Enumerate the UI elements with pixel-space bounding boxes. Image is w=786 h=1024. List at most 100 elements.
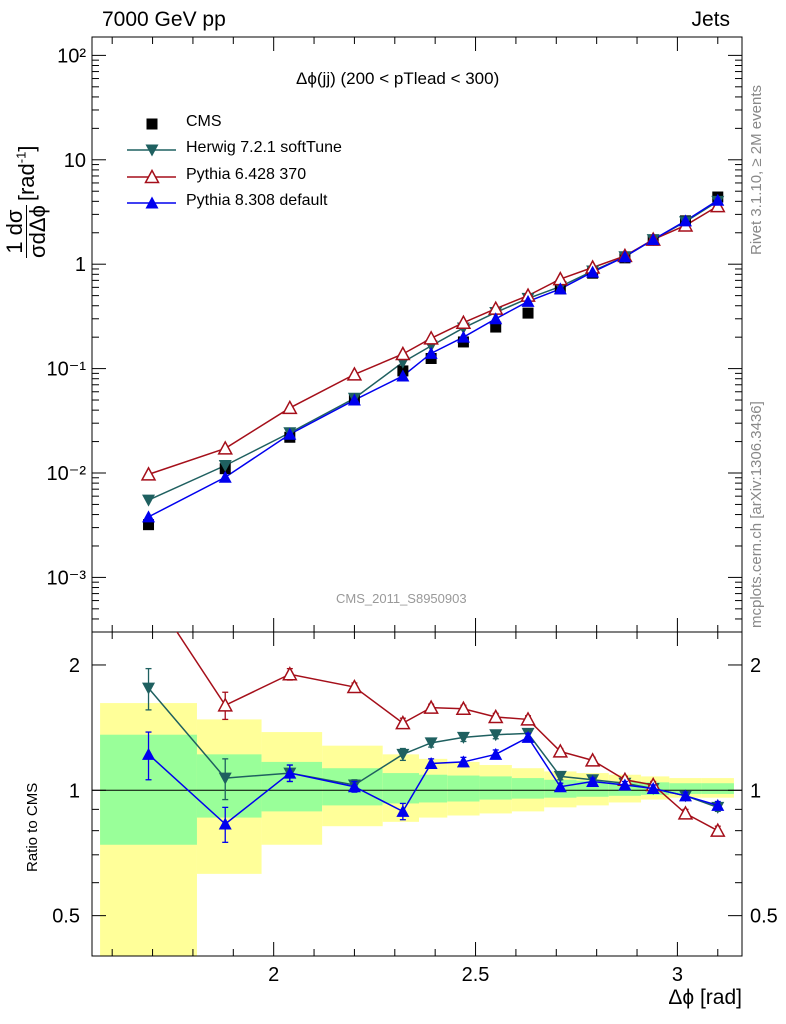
ratio-point-2-11 xyxy=(618,778,632,791)
ratio-plot-series xyxy=(142,632,726,843)
data-point-3-13 xyxy=(678,214,692,227)
ratio-point-0-9 xyxy=(553,770,567,783)
ratio-point-2-12 xyxy=(646,782,660,795)
ratio-y-tick-label-right: 1 xyxy=(750,780,761,802)
ratio-point-0-6 xyxy=(456,731,470,744)
band-inner-8 xyxy=(511,778,545,799)
data-point-3-1 xyxy=(218,470,232,483)
ratio-point-2-9 xyxy=(553,780,567,793)
data-point-2-1 xyxy=(217,440,233,455)
band-inner-10 xyxy=(576,780,609,797)
data-point-3-11 xyxy=(618,250,632,263)
ratio-point-2-7 xyxy=(489,747,503,760)
y-label-unit-exponent: -1 xyxy=(13,151,29,164)
data-point-3-12 xyxy=(646,233,660,246)
ratio-point-2-13 xyxy=(678,789,692,802)
ratio-y-tick-label-right: 0.5 xyxy=(750,906,778,928)
legend-marker-0 xyxy=(146,118,158,130)
x-tick-label: 2.5 xyxy=(462,964,490,986)
x-tick-label: 3 xyxy=(672,964,683,986)
y-label-unit: [rad xyxy=(13,163,39,202)
ratio-point-0-0 xyxy=(142,682,156,695)
ratio-plot-axes: 2 2.5 3 0.5 0.5 1 1 2 2 xyxy=(52,631,778,986)
ratio-uncertainty-bands xyxy=(100,703,734,956)
data-point-3-7 xyxy=(489,312,503,325)
main-plot-series xyxy=(140,191,726,531)
legend-item-herwig: Herwig 7.2.1 softTune xyxy=(126,138,406,162)
y-tick-label: 10⁻² xyxy=(47,463,87,485)
ratio-point-1-14 xyxy=(710,822,726,837)
data-point-3-5 xyxy=(424,346,438,359)
ratio-y-tick-label-left: 2 xyxy=(69,655,80,677)
ratio-point-2-1 xyxy=(218,817,232,830)
legend-item-pythia8: Pythia 8.308 default xyxy=(126,191,406,215)
main-plot-y-axis-label: 1 dσ σdΔϕ [rad-1] xyxy=(2,146,50,258)
plot-title: Δϕ(jj) (200 < pTlead < 300) xyxy=(296,69,500,88)
legend-item-cms: CMS xyxy=(126,112,406,136)
data-point-1-1 xyxy=(218,459,232,472)
ratio-point-2-14 xyxy=(711,798,725,811)
ratio-point-0-5 xyxy=(424,737,438,750)
data-point-3-8 xyxy=(521,294,535,307)
ratio-point-2-6 xyxy=(456,755,470,768)
ratio-point-1-8 xyxy=(520,711,536,726)
ratio-point-2-2 xyxy=(283,766,297,779)
ratio-point-2-8 xyxy=(521,730,535,743)
data-point-2-4 xyxy=(395,345,411,361)
y-tick-label: 1 xyxy=(75,254,86,276)
data-point-0-7 xyxy=(490,321,502,333)
data-point-2-2 xyxy=(282,399,298,415)
legend-marker-2 xyxy=(144,168,160,184)
data-point-3-9 xyxy=(553,282,567,295)
mcplots-source-label: mcplots.cern.ch [arXiv:1306.3436] xyxy=(748,401,765,628)
legend-marker-3 xyxy=(145,196,159,209)
y-tick-label: 10² xyxy=(57,45,86,67)
ratio-point-1-9 xyxy=(552,743,569,758)
ratio-point-1-6 xyxy=(455,700,472,715)
legend-label-herwig: Herwig 7.2.1 softTune xyxy=(186,139,342,156)
data-point-3-2 xyxy=(283,427,297,440)
ratio-point-0-1 xyxy=(218,772,232,785)
data-point-3-4 xyxy=(396,369,410,382)
data-point-3-3 xyxy=(347,393,361,406)
legend-label-pythia6: Pythia 6.428 370 xyxy=(186,166,307,183)
data-point-3-0 xyxy=(142,510,156,523)
band-inner-13 xyxy=(669,783,702,794)
ratio-plot-frame xyxy=(91,631,743,957)
ratio-point-2-3 xyxy=(347,780,361,793)
ratio-point-1-1 xyxy=(217,697,233,712)
ratio-y-tick-label-right: 2 xyxy=(750,655,761,677)
x-tick-label: 2 xyxy=(268,964,279,986)
ratio-point-1-10 xyxy=(584,752,601,767)
x-axis-label: Δϕ [rad] xyxy=(668,986,742,1009)
y-label-numerator: 1 dσ xyxy=(2,205,27,258)
data-point-0-0 xyxy=(143,519,155,531)
ratio-point-2-4 xyxy=(396,804,410,817)
header-beam-label: 7000 GeV pp xyxy=(102,8,226,31)
band-inner-6 xyxy=(447,775,480,802)
band-inner-14 xyxy=(701,783,734,794)
ratio-plot-y-axis-label: Ratio to CMS xyxy=(24,782,41,872)
legend-marker-1 xyxy=(145,144,159,157)
band-inner-1 xyxy=(196,754,262,818)
data-point-3-14 xyxy=(711,193,725,206)
ratio-point-0-4 xyxy=(396,748,410,761)
data-point-3-6 xyxy=(456,330,470,343)
ratio-point-2-10 xyxy=(586,774,600,787)
legend-label-cms: CMS xyxy=(186,113,222,130)
ratio-point-1-5 xyxy=(423,699,439,714)
legend-label-pythia8: Pythia 8.308 default xyxy=(186,192,328,209)
rivet-version-label: Rivet 3.1.10, ≥ 2M events xyxy=(748,85,765,255)
ratio-point-1-7 xyxy=(487,708,504,724)
ratio-y-tick-label-left: 0.5 xyxy=(52,906,80,928)
data-point-1-0 xyxy=(142,494,156,507)
y-tick-label: 10⁻¹ xyxy=(47,359,87,381)
band-inner-7 xyxy=(479,776,512,800)
data-point-2-6 xyxy=(455,314,472,329)
ratio-point-2-0 xyxy=(142,747,156,760)
legend-symbols xyxy=(127,118,176,209)
ratio-point-1-3 xyxy=(346,678,363,694)
ratio-series-clipped xyxy=(142,632,726,843)
ratio-y-tick-label-left: 1 xyxy=(69,780,80,802)
